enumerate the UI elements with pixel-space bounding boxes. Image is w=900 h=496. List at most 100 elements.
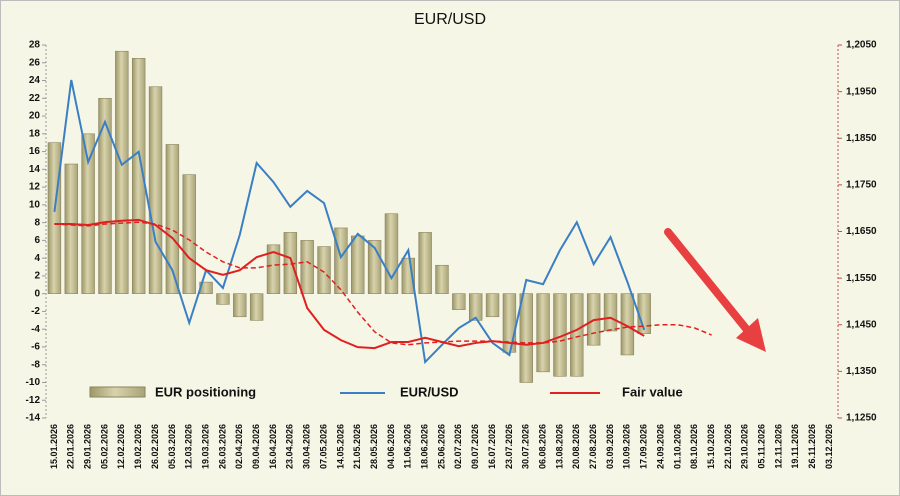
x-tick-label: 23.04.2026: [285, 424, 295, 469]
x-tick-label: 30.07.2026: [521, 424, 531, 469]
x-tick-label: 16.07.2026: [487, 424, 497, 469]
bar: [81, 133, 95, 294]
bar: [536, 293, 550, 373]
x-tick-label: 22.10.2026: [723, 424, 733, 469]
x-tick-label: 28.05.2026: [369, 424, 379, 469]
x-tick-label: 15.01.2026: [49, 424, 59, 469]
bar: [603, 293, 618, 332]
x-tick-label: 27.08.2026: [588, 424, 598, 469]
y2-tick-label: 1,2050: [846, 40, 877, 51]
y-tick-label: -8: [31, 359, 40, 370]
bar: [468, 293, 483, 321]
y-tick-label: 8: [34, 217, 40, 228]
x-tick-label: 17.09.2026: [639, 424, 649, 469]
y2-tick-label: 1,1350: [846, 366, 877, 377]
arrow-shaft: [664, 228, 756, 340]
bar: [233, 293, 247, 318]
bar: [384, 213, 399, 294]
x-tick-label: 18.06.2026: [420, 424, 430, 469]
bar: [452, 293, 466, 310]
legend-swatch: [89, 386, 146, 398]
bar: [283, 232, 298, 294]
x-tick-label: 19.03.2026: [200, 424, 210, 469]
x-tick-label: 26.02.2026: [150, 424, 160, 469]
y-tick-label: 14: [29, 164, 41, 175]
x-tick-label: 13.08.2026: [554, 424, 564, 469]
bar: [266, 244, 281, 294]
y-tick-label: 6: [34, 235, 40, 246]
bar: [64, 163, 78, 294]
x-tick-label: 05.11.2026: [757, 424, 767, 469]
bar: [249, 293, 264, 321]
x-tick-label: 10.09.2026: [622, 424, 632, 469]
bar: [131, 58, 146, 294]
x-tick-label: 22.01.2026: [66, 424, 76, 469]
bar: [300, 240, 314, 294]
y2-tick-label: 1,1950: [846, 86, 877, 97]
bar: [148, 86, 163, 294]
forecast-line: [54, 221, 712, 346]
bar: [485, 293, 500, 318]
x-tick-label: 26.03.2026: [217, 424, 227, 469]
x-tick-label: 05.03.2026: [167, 424, 177, 469]
bar: [182, 174, 196, 294]
y2-tick-label: 1,1250: [846, 413, 877, 424]
y-tick-label: -10: [26, 377, 41, 388]
bar: [418, 232, 432, 294]
x-tick-label: 21.05.2026: [352, 424, 362, 469]
y-tick-label: 4: [34, 253, 40, 264]
y-tick-label: 12: [29, 182, 41, 193]
x-tick-label: 05.02.2026: [99, 424, 109, 469]
y2-tick-label: 1,1550: [846, 273, 877, 284]
x-tick-label: 06.08.2026: [537, 424, 547, 469]
x-tick-label: 16.04.2026: [268, 424, 278, 469]
bar: [98, 97, 112, 294]
x-tick-label: 12.02.2026: [116, 424, 126, 469]
x-tick-label: 12.11.2026: [773, 424, 783, 469]
bar: [519, 293, 533, 383]
x-tick-label: 01.10.2026: [672, 424, 682, 469]
line: [53, 79, 646, 365]
y-tick-label: 28: [29, 40, 41, 51]
y-tick-label: -2: [31, 306, 40, 317]
y-tick-label: 18: [29, 128, 41, 139]
y-tick-label: 26: [29, 57, 41, 68]
y2-tick-label: 1,1450: [846, 319, 877, 330]
bar: [570, 293, 584, 377]
y-tick-label: 10: [29, 199, 41, 210]
x-tick-label: 03.09.2026: [605, 424, 615, 469]
x-tick-label: 11.06.2026: [403, 424, 413, 469]
y-tick-label: 24: [29, 75, 41, 86]
bar: [317, 246, 331, 294]
x-tick-label: 02.04.2026: [234, 424, 244, 469]
x-tick-label: 08.10.2026: [689, 424, 699, 469]
bar: [115, 50, 129, 294]
y-tick-label: 20: [29, 111, 41, 122]
x-tick-label: 29.01.2026: [83, 424, 93, 469]
y-tick-label: 2: [34, 271, 40, 282]
x-tick-label: 14.05.2026: [335, 424, 345, 469]
x-tick-label: 30.04.2026: [302, 424, 312, 469]
bar: [165, 144, 180, 294]
bar: [334, 227, 348, 294]
x-tick-label: 09.07.2026: [470, 424, 480, 469]
y-tick-label: 22: [29, 93, 41, 104]
legend-label: EUR positioning: [155, 384, 256, 399]
bar: [620, 293, 635, 356]
y2-tick-label: 1,1650: [846, 226, 877, 237]
y2-tick-label: 1,1750: [846, 180, 877, 191]
bar: [216, 293, 230, 305]
x-tick-label: 12.03.2026: [184, 424, 194, 469]
x-tick-label: 19.02.2026: [133, 424, 143, 469]
arrow-head: [736, 318, 766, 352]
x-tick-label: 24.09.2026: [655, 424, 665, 469]
y-tick-label: -6: [31, 342, 40, 353]
x-tick-label: 23.07.2026: [504, 424, 514, 469]
legend-label: EUR/USD: [400, 384, 459, 399]
y-tick-label: 0: [34, 288, 40, 299]
y-tick-label: -4: [31, 324, 40, 335]
x-tick-label: 04.06.2026: [386, 424, 396, 469]
x-tick-label: 20.08.2026: [571, 424, 581, 469]
chart-title: EUR/USD: [414, 11, 486, 28]
